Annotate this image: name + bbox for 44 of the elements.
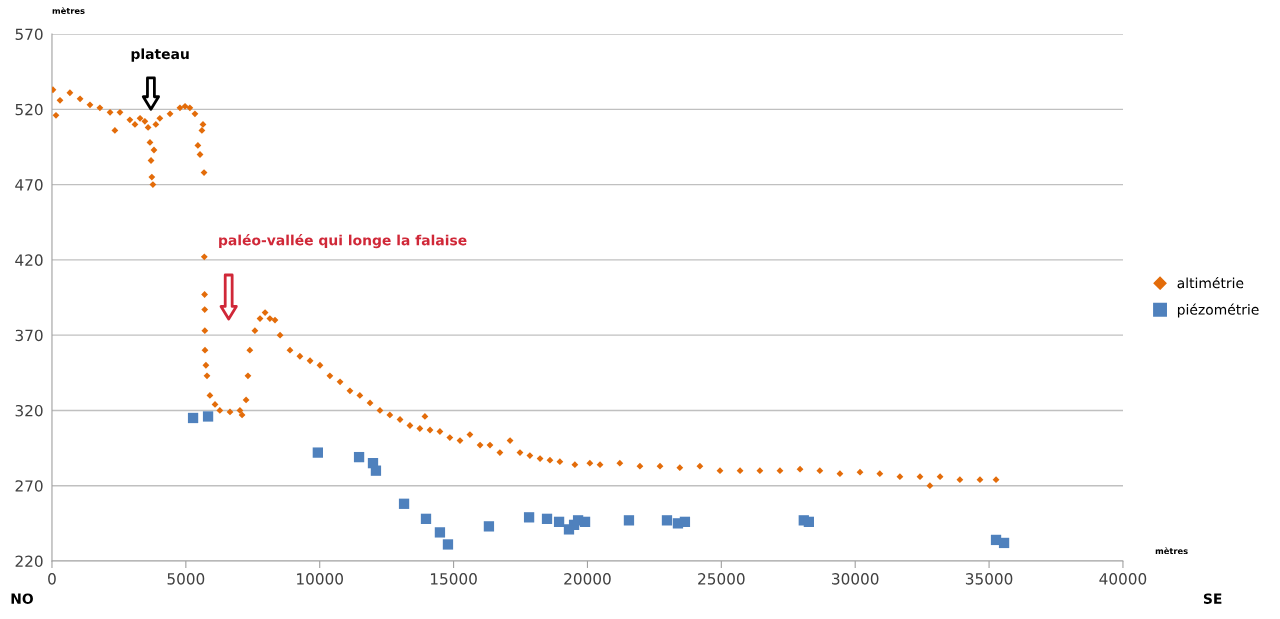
point [523, 512, 535, 523]
y-tick-label: 470 [15, 179, 43, 191]
x-tick-label: 35000 [965, 573, 1013, 585]
point [202, 411, 214, 422]
point [483, 521, 495, 532]
x-tick-label: 15000 [430, 573, 477, 585]
x-tick-label: 0 [48, 573, 56, 585]
point [553, 516, 565, 527]
x-tick-label: 20000 [564, 573, 611, 585]
x-tick-label: 10000 [297, 573, 343, 585]
point [353, 451, 365, 463]
point [420, 513, 432, 524]
point [541, 513, 553, 524]
y-tick-label: 370 [15, 329, 43, 342]
x-tick-label: 30000 [832, 573, 879, 585]
legend-label: altimétrie [1177, 277, 1244, 289]
text: NO [11, 593, 33, 604]
point [187, 412, 199, 424]
point [370, 465, 382, 476]
legend-label: piézométrie [1177, 303, 1259, 318]
point [998, 537, 1010, 549]
point [442, 539, 454, 550]
point [579, 516, 591, 527]
y-tick-label: 220 [15, 555, 43, 568]
annotation: paléo-vallée qui longe la falaise [219, 234, 467, 249]
point [661, 515, 673, 526]
point [623, 515, 635, 526]
point [803, 516, 815, 527]
x-tick-label: 25000 [698, 573, 745, 585]
y-tick-label: 570 [15, 28, 43, 41]
y-tick-label: 520 [15, 103, 43, 116]
point [434, 527, 446, 538]
point [312, 447, 323, 458]
text: SE [1203, 593, 1222, 604]
point [679, 516, 691, 527]
point [398, 498, 410, 509]
y-tick-label: 320 [15, 404, 43, 417]
x-axis-title: mètres [1155, 547, 1188, 555]
y-axis-title: mètres [52, 7, 85, 14]
y-tick-label: 420 [15, 254, 43, 266]
x-tick-label: 40000 [1099, 573, 1147, 585]
annotation: plateau [131, 48, 189, 62]
x-tick-label: 5000 [167, 573, 205, 585]
y-tick-label: 270 [15, 480, 43, 492]
